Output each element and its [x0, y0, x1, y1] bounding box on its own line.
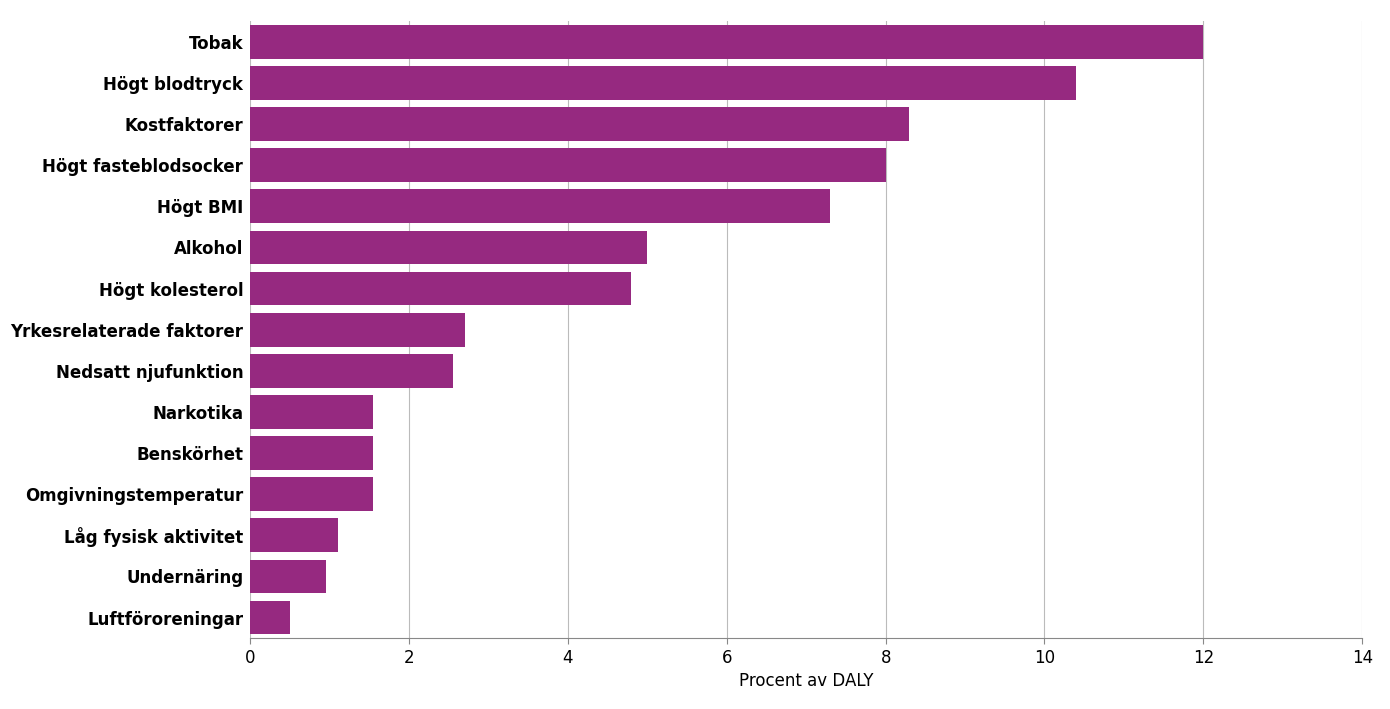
Bar: [250, 230, 648, 264]
Bar: [250, 518, 338, 552]
Bar: [250, 395, 374, 429]
Bar: [250, 601, 291, 635]
X-axis label: Procent av DALY: Procent av DALY: [739, 672, 873, 690]
Bar: [250, 107, 909, 141]
Bar: [250, 148, 885, 182]
Bar: [250, 313, 464, 347]
Bar: [250, 66, 1076, 100]
Bar: [250, 477, 374, 511]
Bar: [250, 25, 1204, 59]
Bar: [250, 559, 325, 593]
Bar: [250, 272, 631, 306]
Bar: [250, 436, 374, 470]
Bar: [250, 189, 830, 223]
Bar: [250, 354, 453, 388]
